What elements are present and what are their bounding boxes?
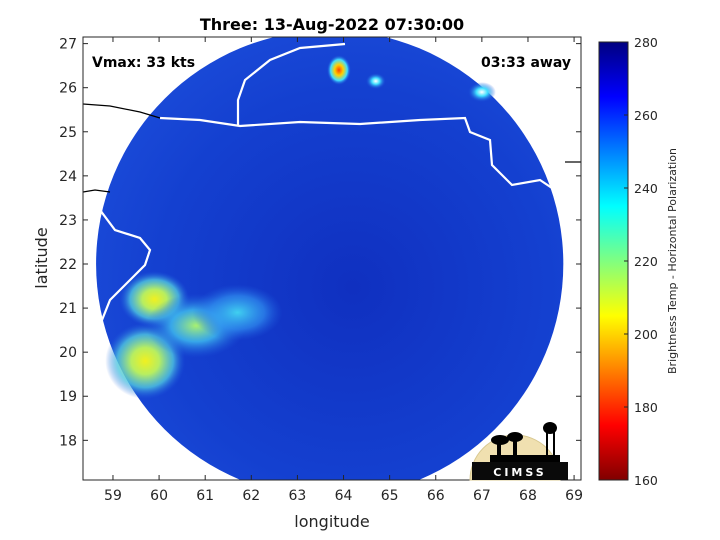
chart-title: Three: 13-Aug-2022 07:30:00 [200,15,464,34]
x-tick-label: 62 [242,488,260,504]
colorbar-tick-label: 160 [634,473,658,488]
x-tick-label: 65 [381,488,399,504]
colorbar-tick-label: 280 [634,35,658,50]
brightness-feature [326,55,351,86]
y-tick-label: 18 [59,433,77,449]
brightness-feature [192,284,283,341]
colorbar-tick-label: 240 [634,181,658,196]
x-axis-label: longitude [294,512,369,531]
x-tick-label: 64 [335,488,353,504]
x-axis: 59 60 61 62 63 64 65 66 67 68 69 [104,37,583,504]
x-tick-label: 60 [150,488,168,504]
y-tick-label: 21 [59,301,77,317]
brightness-feature [467,82,496,103]
y-tick-label: 26 [59,81,77,97]
plot-frame [82,36,582,481]
y-axis: 18 19 20 21 22 23 24 25 26 27 [59,37,581,449]
y-tick-label: 22 [59,257,77,273]
brightness-feature [365,73,386,90]
y-tick-label: 23 [59,213,77,229]
land-border [83,103,581,193]
microwave-swath [96,37,564,480]
logo-text: CIMSS [493,466,546,479]
colorbar [598,41,629,481]
x-tick-label: 59 [104,488,122,504]
cimss-logo: CIMSS [469,422,568,481]
colorbar-tick-label: 260 [634,108,658,123]
logo-band [472,462,568,480]
x-tick-label: 69 [565,488,583,504]
y-tick-label: 19 [59,389,77,405]
y-axis-label: latitude [32,227,51,288]
y-tick-label: 27 [59,37,77,53]
x-tick-label: 61 [196,488,214,504]
x-tick-label: 63 [289,488,307,504]
colorbar-tick-label: 200 [634,327,658,342]
swath-group [83,37,581,480]
logo-silhouette [490,422,560,462]
x-tick-label: 67 [473,488,491,504]
colorbar-ticks: 160 180 200 220 240 260 280 [624,35,658,488]
colorbar-tick-label: 220 [634,254,658,269]
coastline [86,42,571,341]
y-tick-label: 25 [59,125,77,141]
y-tick-label: 20 [59,345,77,361]
vmax-annotation: Vmax: 33 kts [92,55,195,71]
colorbar-tick-label: 180 [634,400,658,415]
colorbar-label: Brightness Temp - Horizontal Polarizatio… [666,148,679,374]
x-tick-label: 68 [519,488,537,504]
x-tick-label: 66 [427,488,445,504]
time-away-annotation: 03:33 away [481,55,571,71]
y-tick-label: 24 [59,169,77,185]
